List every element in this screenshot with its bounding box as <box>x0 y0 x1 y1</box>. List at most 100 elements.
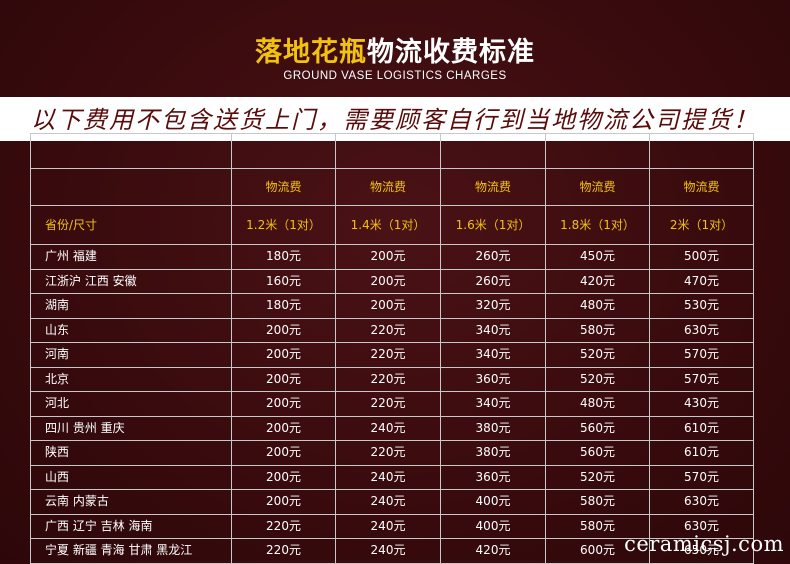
price-cell: 220元 <box>335 317 441 343</box>
price-cell: 580元 <box>545 489 650 515</box>
price-cell: 570元 <box>649 366 754 392</box>
price-cell: 260元 <box>440 244 546 270</box>
fee-header-row: 物流费 物流费 物流费 物流费 物流费 <box>30 168 754 206</box>
fee-label: 物流费 <box>440 168 546 206</box>
blank-cell <box>649 133 754 169</box>
price-cell: 320元 <box>440 293 546 319</box>
price-cell: 520元 <box>545 366 650 392</box>
price-cell: 340元 <box>440 342 546 368</box>
blank-cell <box>545 133 650 169</box>
blank-cell <box>440 133 546 169</box>
price-cell: 200元 <box>231 415 336 441</box>
price-cell: 240元 <box>335 538 441 564</box>
province-header: 省份/尺寸 <box>30 205 232 245</box>
page-title: 落地花瓶物流收费标准 <box>0 36 790 70</box>
table-row: 北京 200元 220元 360元 520元 570元 <box>30 366 754 392</box>
blank-cell <box>335 133 441 169</box>
price-cell: 630元 <box>649 513 754 539</box>
price-cell: 220元 <box>335 366 441 392</box>
price-cell: 480元 <box>545 293 650 319</box>
table-row: 宁夏 新疆 青海 甘肃 黑龙江 220元 240元 420元 600元 650元 <box>30 538 754 564</box>
logistics-table: 物流费 物流费 物流费 物流费 物流费 省份/尺寸 1.2米（1对） 1.4米（… <box>30 133 754 564</box>
price-cell: 420元 <box>545 268 650 294</box>
fee-label: 物流费 <box>649 168 754 206</box>
price-cell: 200元 <box>335 268 441 294</box>
price-cell: 200元 <box>231 464 336 490</box>
price-cell: 260元 <box>440 268 546 294</box>
price-cell: 200元 <box>335 244 441 270</box>
fee-label: 物流费 <box>231 168 336 206</box>
price-cell: 180元 <box>231 293 336 319</box>
title-white: 物流收费标准 <box>367 37 535 68</box>
province-cell: 宁夏 新疆 青海 甘肃 黑龙江 <box>30 538 232 564</box>
table-row: 江浙沪 江西 安徽 160元 200元 260元 420元 470元 <box>30 268 754 294</box>
price-cell: 380元 <box>440 415 546 441</box>
price-cell: 470元 <box>649 268 754 294</box>
price-cell: 430元 <box>649 391 754 417</box>
price-cell: 200元 <box>231 391 336 417</box>
price-cell: 580元 <box>545 513 650 539</box>
price-cell: 220元 <box>335 440 441 466</box>
province-cell: 四川 贵州 重庆 <box>30 415 232 441</box>
price-cell: 600元 <box>545 538 650 564</box>
blank-cell <box>30 168 232 206</box>
price-cell: 420元 <box>440 538 546 564</box>
size-label: 2米（1对） <box>649 205 754 245</box>
price-cell: 360元 <box>440 464 546 490</box>
table-row: 河南 200元 220元 340元 520元 570元 <box>30 342 754 368</box>
province-cell: 河南 <box>30 342 232 368</box>
price-cell: 180元 <box>231 244 336 270</box>
price-cell: 200元 <box>335 293 441 319</box>
price-cell: 200元 <box>231 489 336 515</box>
province-cell: 江浙沪 江西 安徽 <box>30 268 232 294</box>
province-cell: 广州 福建 <box>30 244 232 270</box>
price-cell: 220元 <box>231 538 336 564</box>
price-cell: 630元 <box>649 489 754 515</box>
price-cell: 570元 <box>649 342 754 368</box>
price-cell: 160元 <box>231 268 336 294</box>
notice-text: 以下费用不包含送货上门，需要顾客自行到当地物流公司提货！ <box>31 106 759 134</box>
fee-label: 物流费 <box>545 168 650 206</box>
price-cell: 520元 <box>545 464 650 490</box>
price-cell: 530元 <box>649 293 754 319</box>
price-cell: 220元 <box>231 513 336 539</box>
price-cell: 340元 <box>440 391 546 417</box>
table-row: 四川 贵州 重庆 200元 240元 380元 560元 610元 <box>30 415 754 441</box>
price-cell: 630元 <box>649 317 754 343</box>
price-cell: 340元 <box>440 317 546 343</box>
table-row: 广西 辽宁 吉林 海南 220元 240元 400元 580元 630元 <box>30 513 754 539</box>
price-cell: 380元 <box>440 440 546 466</box>
table-row: 山东 200元 220元 340元 580元 630元 <box>30 317 754 343</box>
title-gold: 落地花瓶 <box>255 37 367 68</box>
province-cell: 云南 内蒙古 <box>30 489 232 515</box>
price-cell: 560元 <box>545 415 650 441</box>
table-row: 云南 内蒙古 200元 240元 400元 580元 630元 <box>30 489 754 515</box>
table-row: 陕西 200元 220元 380元 560元 610元 <box>30 440 754 466</box>
price-cell: 610元 <box>649 415 754 441</box>
province-cell: 湖南 <box>30 293 232 319</box>
province-cell: 陕西 <box>30 440 232 466</box>
price-cell: 240元 <box>335 464 441 490</box>
price-cell: 200元 <box>231 342 336 368</box>
table-row: 湖南 180元 200元 320元 480元 530元 <box>30 293 754 319</box>
fee-label: 物流费 <box>335 168 441 206</box>
price-cell: 200元 <box>231 366 336 392</box>
price-cell: 220元 <box>335 342 441 368</box>
price-cell: 220元 <box>335 391 441 417</box>
price-cell: 610元 <box>649 440 754 466</box>
price-cell: 400元 <box>440 513 546 539</box>
price-cell: 500元 <box>649 244 754 270</box>
blank-cell <box>30 133 232 169</box>
price-cell: 650元 <box>649 538 754 564</box>
size-label: 1.4米（1对） <box>335 205 441 245</box>
price-cell: 570元 <box>649 464 754 490</box>
price-cell: 360元 <box>440 366 546 392</box>
size-header-row: 省份/尺寸 1.2米（1对） 1.4米（1对） 1.6米（1对） 1.8米（1对… <box>30 205 754 245</box>
header: 落地花瓶物流收费标准 GROUND VASE LOGISTICS CHARGES <box>0 36 790 82</box>
price-cell: 240元 <box>335 415 441 441</box>
price-cell: 580元 <box>545 317 650 343</box>
province-cell: 山东 <box>30 317 232 343</box>
table-top-row <box>30 133 754 169</box>
price-cell: 240元 <box>335 489 441 515</box>
table-row: 广州 福建 180元 200元 260元 450元 500元 <box>30 244 754 270</box>
